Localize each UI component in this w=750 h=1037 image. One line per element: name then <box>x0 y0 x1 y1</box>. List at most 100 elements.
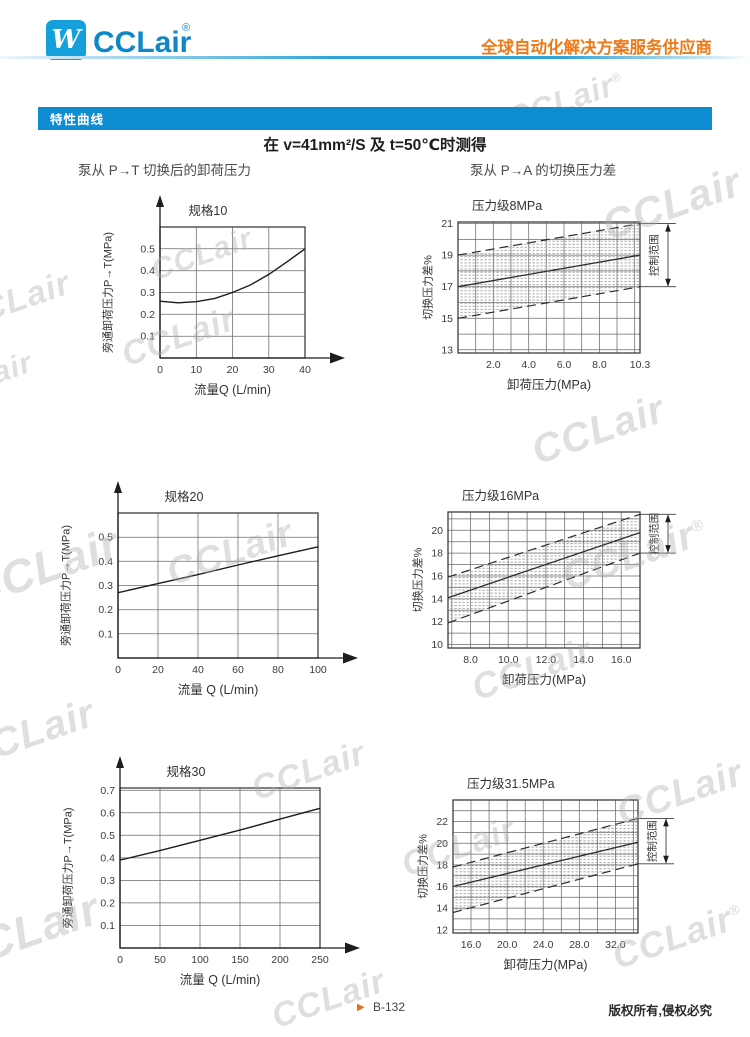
logo-icon: W <box>46 20 86 60</box>
svg-text:切换压力差%: 切换压力差% <box>411 547 425 612</box>
svg-text:0.7: 0.7 <box>100 785 115 797</box>
svg-text:22: 22 <box>436 816 448 828</box>
chart-pressure-31-5mpa: 16.0 20.0 24.0 28.0 32.0 12 14 16 18 20 22 控制范围 压力级3… <box>411 765 718 988</box>
svg-text:16: 16 <box>431 571 443 583</box>
svg-text:28.0: 28.0 <box>569 939 590 951</box>
svg-text:8.0: 8.0 <box>592 359 607 371</box>
svg-text:压力级8MPa: 压力级8MPa <box>472 199 542 213</box>
svg-text:32.0: 32.0 <box>605 939 626 951</box>
chart-spec-20: 0 20 40 60 80 100 0.1 0.2 0.3 0.4 0.5 规格20 流量 Q (L/m… <box>48 481 363 713</box>
svg-text:13: 13 <box>441 344 453 356</box>
svg-text:控制范围: 控制范围 <box>648 513 661 555</box>
svg-text:0.3: 0.3 <box>140 287 155 299</box>
svg-text:100: 100 <box>309 664 327 676</box>
svg-text:0.5: 0.5 <box>100 830 115 842</box>
svg-text:0.2: 0.2 <box>100 897 115 909</box>
svg-text:40: 40 <box>299 364 311 376</box>
page-marker-icon: ▶ <box>357 1002 365 1013</box>
svg-text:100: 100 <box>191 954 209 966</box>
svg-text:流量Q (L/min): 流量Q (L/min) <box>194 383 271 397</box>
header-divider <box>0 56 750 59</box>
svg-text:20: 20 <box>227 364 239 376</box>
svg-text:18: 18 <box>431 548 443 560</box>
svg-text:控制范围: 控制范围 <box>648 234 661 276</box>
svg-text:流量 Q (L/min): 流量 Q (L/min) <box>178 683 259 697</box>
svg-text:21: 21 <box>441 218 453 230</box>
watermark: CCLair <box>0 345 37 412</box>
svg-text:旁通卸荷压力P→T(MPa): 旁通卸荷压力P→T(MPa) <box>101 232 115 353</box>
svg-text:压力级31.5MPa: 压力级31.5MPa <box>467 777 555 791</box>
svg-text:0.4: 0.4 <box>100 852 115 864</box>
svg-text:14: 14 <box>431 593 443 605</box>
svg-text:0.2: 0.2 <box>140 309 155 321</box>
svg-text:4.0: 4.0 <box>521 359 536 371</box>
measurement-condition-title: 在 v=41mm²/S 及 t=50℃时测得 <box>263 137 487 154</box>
svg-text:控制范围: 控制范围 <box>646 820 659 862</box>
svg-text:0.1: 0.1 <box>140 331 155 343</box>
svg-text:10: 10 <box>190 364 202 376</box>
svg-text:20: 20 <box>152 664 164 676</box>
svg-text:压力级16MPa: 压力级16MPa <box>462 489 539 503</box>
svg-text:0.6: 0.6 <box>100 807 115 819</box>
left-column-subtitle: 泵从 P→T 切换后的卸荷压力 <box>78 163 252 178</box>
chart-pressure-8mpa: 2.0 4.0 6.0 8.0 10.3 13 15 17 19 21 控制范围 压力级8MPa 卸荷压… <box>416 187 720 408</box>
svg-text:0.2: 0.2 <box>98 604 113 616</box>
svg-text:60: 60 <box>232 664 244 676</box>
svg-text:规格20: 规格20 <box>165 489 204 504</box>
svg-text:40: 40 <box>192 664 204 676</box>
svg-text:20: 20 <box>431 525 443 537</box>
svg-text:16: 16 <box>436 881 448 893</box>
svg-text:旁通卸荷压力P→T(MPa): 旁通卸荷压力P→T(MPa) <box>59 525 73 646</box>
svg-text:切换压力差%: 切换压力差% <box>421 255 435 320</box>
company-tagline: 全球自动化解决方案服务供应商 <box>481 39 712 57</box>
svg-text:19: 19 <box>441 250 453 262</box>
page-number: B-132 <box>373 1000 406 1014</box>
svg-text:12.0: 12.0 <box>536 654 557 666</box>
svg-text:规格30: 规格30 <box>167 764 206 779</box>
svg-text:0.5: 0.5 <box>140 243 155 255</box>
svg-text:2.0: 2.0 <box>486 359 501 371</box>
svg-text:0.1: 0.1 <box>100 920 115 932</box>
svg-text:0: 0 <box>157 364 163 376</box>
svg-text:流量 Q (L/min): 流量 Q (L/min) <box>180 973 261 987</box>
svg-text:0: 0 <box>117 954 123 966</box>
svg-text:10: 10 <box>431 639 443 651</box>
svg-text:16.0: 16.0 <box>611 654 632 666</box>
section-banner-label: 特性曲线 <box>50 113 105 127</box>
svg-text:150: 150 <box>231 954 249 966</box>
svg-text:0.5: 0.5 <box>98 532 113 544</box>
logo-registered-mark: ® <box>182 22 191 34</box>
svg-text:50: 50 <box>154 954 166 966</box>
svg-text:250: 250 <box>311 954 329 966</box>
svg-text:14.0: 14.0 <box>573 654 594 666</box>
chart-spec-30: 0 50 100 150 200 250 0.1 0.2 0.3 0.4 0.5 0.6 0.7 规格30… <box>50 756 365 1003</box>
svg-text:12: 12 <box>431 616 443 628</box>
svg-text:12: 12 <box>436 924 448 936</box>
svg-text:30: 30 <box>263 364 275 376</box>
svg-text:20: 20 <box>436 838 448 850</box>
svg-text:0.1: 0.1 <box>98 628 113 640</box>
svg-text:6.0: 6.0 <box>557 359 572 371</box>
chart-spec-10: 0 10 20 30 40 0.1 0.2 0.3 0.4 0.5 规格10 流量Q (L/min) 旁… <box>90 195 350 413</box>
svg-text:80: 80 <box>272 664 284 676</box>
copyright-notice: 版权所有,侵权必究 <box>608 1004 712 1018</box>
svg-text:15: 15 <box>441 313 453 325</box>
svg-text:14: 14 <box>436 903 448 915</box>
svg-text:卸荷压力(MPa): 卸荷压力(MPa) <box>503 957 587 972</box>
svg-text:卸荷压力(MPa): 卸荷压力(MPa) <box>502 672 586 687</box>
svg-text:切换压力差%: 切换压力差% <box>416 834 430 899</box>
logo-mark: W <box>51 25 81 55</box>
svg-text:0.4: 0.4 <box>98 556 113 568</box>
svg-text:17: 17 <box>441 281 453 293</box>
svg-text:8.0: 8.0 <box>463 654 478 666</box>
svg-text:旁通卸荷压力P→T(MPa): 旁通卸荷压力P→T(MPa) <box>61 808 75 929</box>
watermark: CCLair <box>0 263 76 339</box>
svg-text:10.0: 10.0 <box>498 654 519 666</box>
section-banner: 特性曲线 <box>38 107 712 130</box>
svg-text:0.3: 0.3 <box>100 875 115 887</box>
svg-text:200: 200 <box>271 954 289 966</box>
logo-text: CCLair <box>93 26 192 59</box>
svg-text:10.3: 10.3 <box>630 359 651 371</box>
svg-text:卸荷压力(MPa): 卸荷压力(MPa) <box>507 377 591 392</box>
